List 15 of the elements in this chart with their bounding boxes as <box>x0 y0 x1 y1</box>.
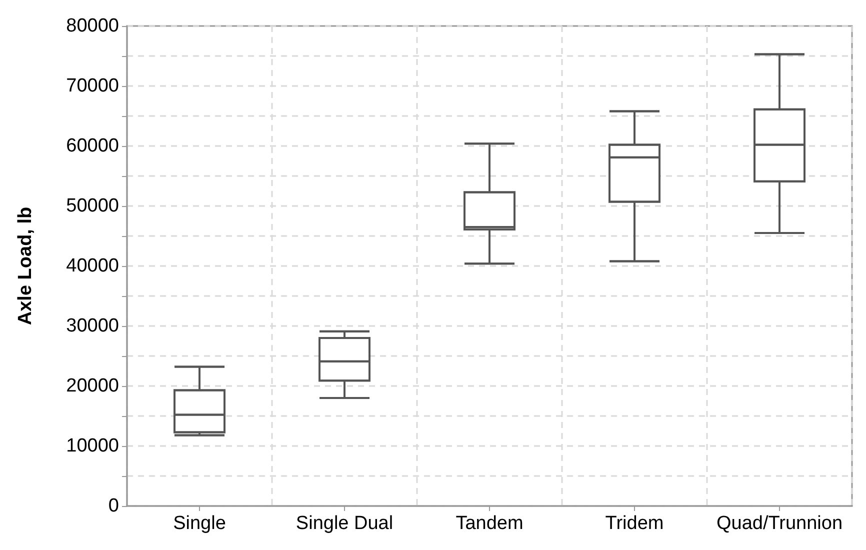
y-tick-label: 40000 <box>66 256 119 276</box>
y-tick-label: 10000 <box>66 436 119 456</box>
y-axis-title: Axle Load, lb <box>15 206 36 326</box>
y-tick-label: 80000 <box>66 16 119 36</box>
x-tick-label: Single Dual <box>296 513 394 534</box>
x-tick-label: Single <box>173 513 226 534</box>
y-tick-label: 30000 <box>66 316 119 336</box>
y-tick-label: 0 <box>108 496 119 516</box>
x-tick-label: Quad/Trunnion <box>716 513 843 534</box>
x-tick-label: Tandem <box>456 513 524 534</box>
y-tick-label: 20000 <box>66 376 119 396</box>
y-tick-label: 50000 <box>66 196 119 216</box>
y-tick-label: 60000 <box>66 136 119 156</box>
x-tick-label: Tridem <box>605 513 664 534</box>
y-tick-label: 70000 <box>66 76 119 96</box>
